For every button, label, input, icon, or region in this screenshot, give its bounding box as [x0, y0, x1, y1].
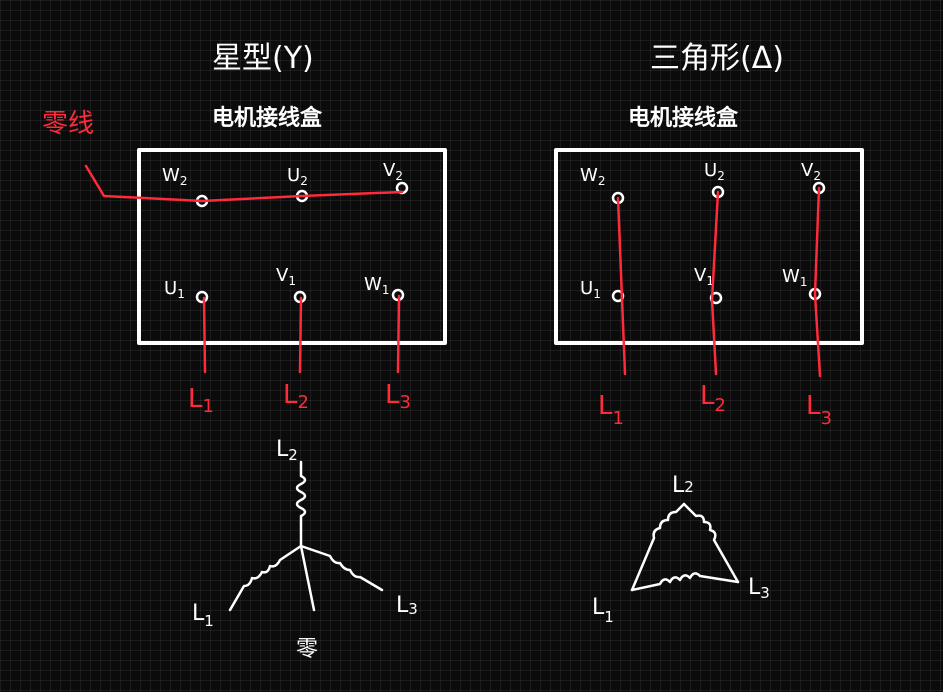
star-box-title: 电机接线盒 — [212, 105, 323, 131]
delta-winding-left — [630, 502, 686, 592]
delta-winding-bottom — [630, 572, 740, 592]
delta-supply-wire-l2 — [710, 190, 720, 376]
star-neutral-wire — [84, 164, 404, 203]
star-supply-wire-l1 — [202, 296, 207, 374]
star-terminal-u1 — [195, 290, 209, 304]
delta-terminal-w1-label: W1 — [782, 266, 807, 289]
delta-winding-right — [682, 502, 740, 584]
star-terminal-box — [137, 148, 447, 345]
star-winding-right — [299, 544, 384, 592]
star-supply-wire-l3 — [396, 294, 401, 374]
delta-title: 三角形(Δ) — [650, 41, 784, 76]
star-terminal-v2-label: V2 — [383, 160, 403, 183]
star-schematic-l3-label: L3 — [396, 593, 418, 618]
neutral-wire-label: 零线 — [42, 109, 94, 139]
delta-supply-wire-l3 — [813, 186, 822, 378]
delta-terminal-w2-label: W2 — [580, 165, 605, 188]
delta-line-l3-label: L3 — [806, 391, 832, 429]
star-schematic-neutral-label: 零 — [296, 637, 318, 662]
star-schematic-l2-label: L2 — [276, 437, 298, 464]
delta-terminal-u1-label: U1 — [580, 278, 601, 301]
delta-schematic: L2 L1 L3 — [592, 473, 770, 626]
star-section: 星型(Y) 电机接线盒 零线 W2 U2 V2 U1 V1 W1 L1 L2 L… — [42, 41, 447, 662]
star-schematic-l1-label: L1 — [192, 601, 214, 630]
star-neutral-branch — [299, 544, 316, 612]
delta-terminal-box — [554, 148, 864, 345]
delta-terminal-u2-label: U2 — [704, 160, 725, 183]
delta-terminal-v2-label: V2 — [801, 160, 821, 183]
delta-line-l1-label: L1 — [598, 391, 624, 429]
star-terminal-u1-label: U1 — [164, 278, 185, 301]
delta-schematic-l3-label: L3 — [748, 575, 770, 602]
delta-terminal-v1-label: V1 — [694, 265, 714, 288]
star-line-l2-label: L2 — [283, 380, 309, 413]
star-terminal-v1-label: V1 — [276, 265, 296, 288]
delta-line-l2-label: L2 — [700, 381, 726, 416]
star-line-l1-label: L1 — [188, 384, 214, 417]
star-terminal-w1-label: W1 — [364, 274, 389, 297]
star-winding-top — [295, 460, 307, 548]
delta-box-title: 电机接线盒 — [628, 105, 739, 131]
star-supply-wire-l2 — [298, 296, 303, 374]
star-winding-left — [228, 544, 303, 612]
delta-section: 三角形(Δ) 电机接线盒 W2 U2 V2 U1 V1 W1 L1 L2 L3 … — [554, 41, 864, 626]
star-terminal-u2-label: U2 — [287, 165, 308, 188]
delta-schematic-l2-label: L2 — [672, 473, 694, 498]
delta-supply-wire-l1 — [616, 196, 627, 376]
star-title: 星型(Y) — [212, 41, 314, 76]
star-line-l3-label: L3 — [385, 380, 411, 413]
delta-schematic-l1-label: L1 — [592, 595, 614, 626]
star-terminal-w2-label: W2 — [162, 165, 187, 188]
star-schematic: L2 L1 L3 零 — [192, 437, 418, 662]
